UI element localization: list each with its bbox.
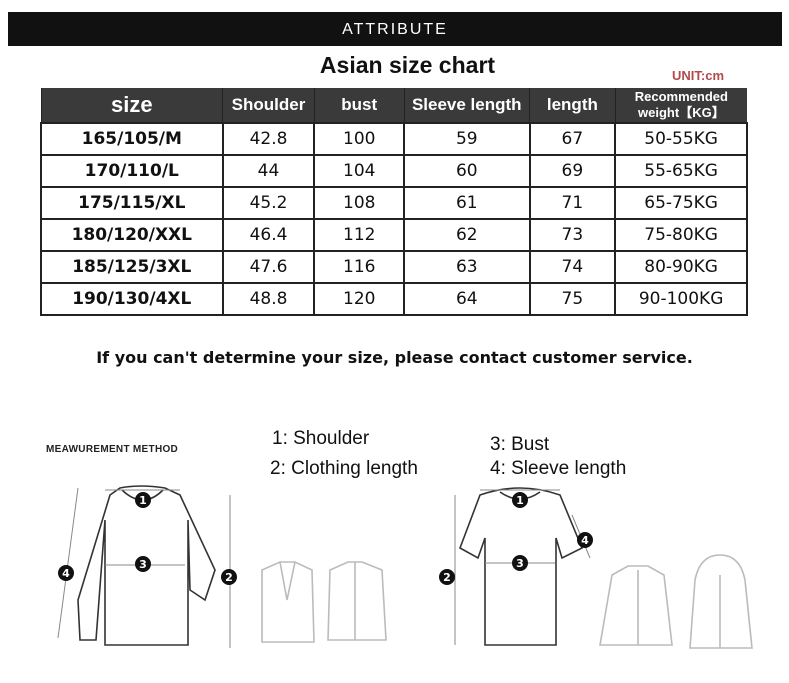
cell-weight: 75-80KG: [614, 218, 748, 252]
cell-size: 190/130/4XL: [40, 282, 224, 316]
table-row: 180/120/XXL 46.4 112 62 73 75-80KG: [40, 218, 748, 252]
marker-number: 2: [225, 571, 233, 584]
cell-shoulder: 47.6: [221, 250, 316, 284]
marker-circle: [58, 565, 74, 581]
cell-length: 67: [528, 122, 617, 156]
marker-number: 3: [139, 558, 147, 571]
marker-circle: [439, 569, 455, 585]
blazer-icon: [261, 561, 315, 643]
table-row: 165/105/M 42.8 100 59 67 50-55KG: [40, 122, 748, 156]
header-shoulder: Shoulder: [222, 88, 315, 123]
cell-sleeve-length: 60: [403, 154, 531, 188]
cell-size: 170/110/L: [40, 154, 224, 188]
cell-size: 175/115/XL: [40, 186, 224, 220]
marker-circle: [135, 492, 151, 508]
cell-sleeve-length: 61: [403, 186, 531, 220]
cell-shoulder: 42.8: [221, 122, 316, 156]
marker-number: 2: [443, 571, 451, 584]
jacket-icon: [327, 561, 387, 641]
table-row: 175/115/XL 45.2 108 61 71 65-75KG: [40, 186, 748, 220]
table-row: 190/130/4XL 48.8 120 64 75 90-100KG: [40, 282, 748, 316]
cell-length: 75: [528, 282, 617, 316]
table-header-row: size Shoulder bust Sleeve length length …: [40, 88, 747, 123]
table-row: 185/125/3XL 47.6 116 63 74 80-90KG: [40, 250, 748, 284]
cell-weight: 80-90KG: [614, 250, 748, 284]
header-size: size: [40, 88, 223, 123]
marker-number: 4: [62, 567, 70, 580]
chart-title: Asian size chart: [319, 52, 496, 78]
header-length: length: [529, 88, 616, 123]
marker-number: 4: [581, 534, 589, 547]
cell-length: 69: [528, 154, 617, 188]
marker-circle: [577, 532, 593, 548]
cell-weight: 50-55KG: [614, 122, 748, 156]
contact-note: If you can't determine your size, please…: [96, 348, 693, 367]
marker-circle: [512, 492, 528, 508]
cell-length: 73: [528, 218, 617, 252]
marker-number: 1: [516, 494, 524, 507]
legend-bust: 3: Bust: [490, 434, 550, 455]
cell-bust: 120: [313, 282, 406, 316]
cell-bust: 112: [313, 218, 406, 252]
attribute-banner: ATTRIBUTE: [8, 12, 782, 46]
tshirt-diagram: [454, 487, 591, 646]
legend-shoulder: 1: Shoulder: [272, 428, 370, 449]
legend-clothing-length: 2: Clothing length: [270, 458, 418, 479]
header-bust: bust: [313, 88, 405, 123]
cell-sleeve-length: 62: [403, 218, 531, 252]
legend-sleeve-length: 4: Sleeve length: [490, 458, 627, 479]
cell-shoulder: 45.2: [221, 186, 316, 220]
header-weight: Recommended weight【KG】: [614, 88, 747, 123]
unit-label: UNIT:cm: [672, 68, 725, 83]
cell-weight: 65-75KG: [614, 186, 748, 220]
shirt-icon: [599, 565, 673, 646]
marker-number: 3: [516, 557, 524, 570]
cell-shoulder: 44: [221, 154, 316, 188]
method-label: MEAWUREMENT METHOD: [46, 444, 179, 455]
cell-size: 165/105/M: [40, 122, 224, 156]
cell-bust: 108: [313, 186, 406, 220]
cell-shoulder: 48.8: [221, 282, 316, 316]
marker-circle: [135, 556, 151, 572]
hoodie-icon: [689, 554, 753, 649]
cell-weight: 55-65KG: [614, 154, 748, 188]
marker-circle: [221, 569, 237, 585]
garment-diagrams: 1 3 2 4 1 3 2 4: [57, 485, 753, 649]
cell-bust: 100: [313, 122, 406, 156]
marker-number: 1: [139, 494, 147, 507]
cell-sleeve-length: 59: [403, 122, 531, 156]
size-table: size Shoulder bust Sleeve length length …: [40, 88, 748, 316]
cell-length: 74: [528, 250, 617, 284]
table-row: 170/110/L 44 104 60 69 55-65KG: [40, 154, 748, 188]
cell-shoulder: 46.4: [221, 218, 316, 252]
cell-length: 71: [528, 186, 617, 220]
cell-size: 180/120/XXL: [40, 218, 224, 252]
cell-size: 185/125/3XL: [40, 250, 224, 284]
cell-bust: 116: [313, 250, 406, 284]
marker-circle: [512, 555, 528, 571]
cell-bust: 104: [313, 154, 406, 188]
header-sleeve-length: Sleeve length: [403, 88, 530, 123]
cell-sleeve-length: 63: [403, 250, 531, 284]
cell-sleeve-length: 64: [403, 282, 531, 316]
cell-weight: 90-100KG: [614, 282, 748, 316]
